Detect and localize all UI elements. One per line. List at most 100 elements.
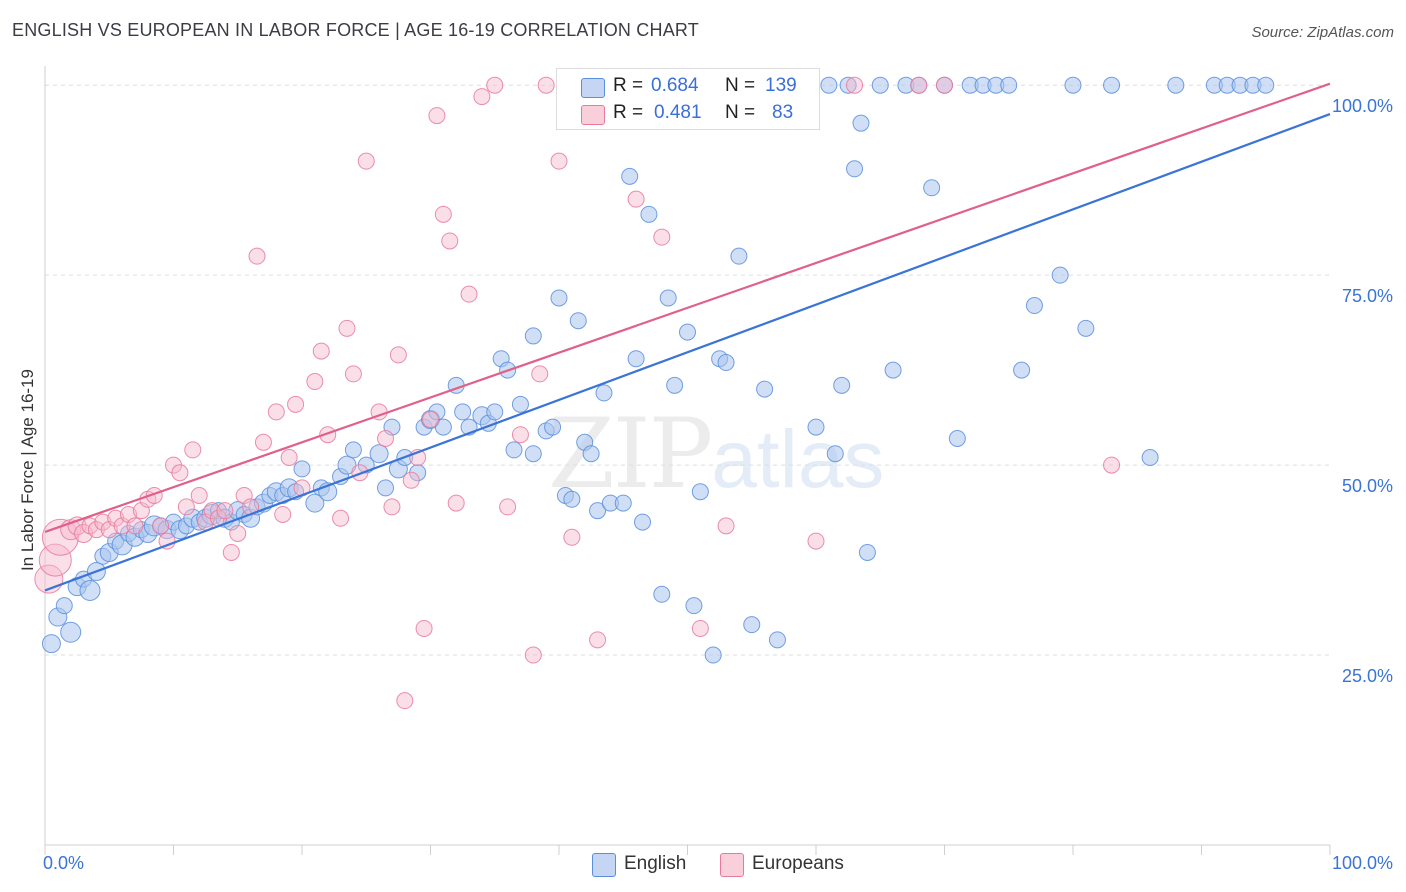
data-point-europeans [486,76,504,94]
data-point-english [768,631,786,649]
data-point-europeans [441,232,459,250]
data-point-english [621,167,639,185]
data-point-europeans [267,403,285,421]
data-point-english [1000,76,1018,94]
data-point-english [563,490,581,508]
data-point-europeans [415,619,433,637]
data-point-europeans [511,426,529,444]
data-point-europeans [473,88,491,106]
data-point-english [511,395,529,413]
data-point-english [293,460,311,478]
data-point-english [1257,76,1275,94]
data-point-english [589,502,607,520]
data-point-europeans [287,395,305,413]
data-point-english [595,384,613,402]
data-point-europeans [38,543,72,577]
trend-line-english [44,113,1331,592]
y-tick-label: 75.0% [1342,286,1393,306]
data-point-english [730,247,748,265]
y-tick-label: 50.0% [1342,476,1393,496]
data-point-english [486,403,504,421]
legend-r-label: R = [613,75,644,96]
data-point-english [666,376,684,394]
source-label[interactable]: Source: ZipAtlas.com [1251,24,1394,41]
data-point-europeans [1103,456,1121,474]
data-point-europeans [344,365,362,383]
data-point-europeans [627,190,645,208]
data-point-english [833,376,851,394]
data-point-english [79,579,101,601]
data-point-europeans [396,692,414,710]
data-point-english [60,621,82,643]
data-point-english [1025,297,1043,315]
data-point-english [582,445,600,463]
y-tick-label: 100.0% [1332,96,1393,116]
data-point-europeans [910,76,928,94]
legend-r-label: R = [613,102,644,123]
data-point-english [377,479,395,497]
data-point-english [653,585,671,603]
data-point-english [704,646,722,664]
data-point-europeans [537,76,555,94]
data-point-english [1167,76,1185,94]
data-point-english [846,160,864,178]
data-point-english [826,445,844,463]
data-point-english [1013,361,1031,379]
data-point-europeans [357,152,375,170]
legend-r-value: 0.684 [651,75,699,96]
data-point-europeans [383,498,401,516]
data-point-english [369,444,389,464]
data-point-english [524,445,542,463]
data-point-english [820,76,838,94]
data-point-english [858,543,876,561]
data-point-english [807,418,825,436]
legend-n-value: 83 [772,102,794,123]
data-point-europeans [41,518,79,556]
data-point-europeans [312,342,330,360]
data-point-europeans [152,517,170,535]
x-tick-label: 0.0% [43,853,84,873]
legend-swatch-europeans [581,105,605,125]
data-point-english [1051,266,1069,284]
data-point-english [614,494,632,512]
data-point-europeans [274,505,292,523]
data-point-europeans [717,517,735,535]
data-point-english [839,76,857,94]
data-point-europeans [402,471,420,489]
data-point-europeans [171,464,189,482]
data-point-europeans [499,498,517,516]
data-point-europeans [389,346,407,364]
data-point-english [1141,449,1159,466]
legend-n-label: N = [725,102,756,123]
data-point-english [41,634,61,654]
data-point-europeans [184,441,202,459]
data-point-europeans [447,494,465,512]
bottom-legend-swatch-europeans [720,853,744,877]
data-point-english [743,616,761,634]
data-point-english [524,327,542,345]
legend-n-label: N = [725,75,756,96]
bottom-legend-label-english: English [624,853,687,874]
data-point-english [337,455,357,475]
data-point-europeans [936,76,953,94]
data-point-europeans [254,433,272,451]
data-point-english [640,205,658,223]
data-point-europeans [846,76,864,94]
data-point-europeans [428,107,446,125]
data-point-europeans [222,543,240,561]
data-point-english [55,597,73,615]
data-point-europeans [332,509,350,527]
trend-line-europeans [44,82,1331,533]
stats-legend: R = 0.684 N = 139 R = 0.481 N = 83 [556,68,820,130]
bottom-legend-label-europeans: Europeans [752,853,844,874]
x-tick-label: 100.0% [1332,853,1393,873]
data-point-english [948,430,966,448]
data-point-europeans [280,449,298,466]
legend-n-value: 139 [765,75,797,96]
data-point-europeans [422,411,439,429]
data-point-europeans [524,646,542,664]
data-point-english [305,493,325,513]
data-point-europeans [460,285,478,303]
data-point-europeans [550,152,568,170]
